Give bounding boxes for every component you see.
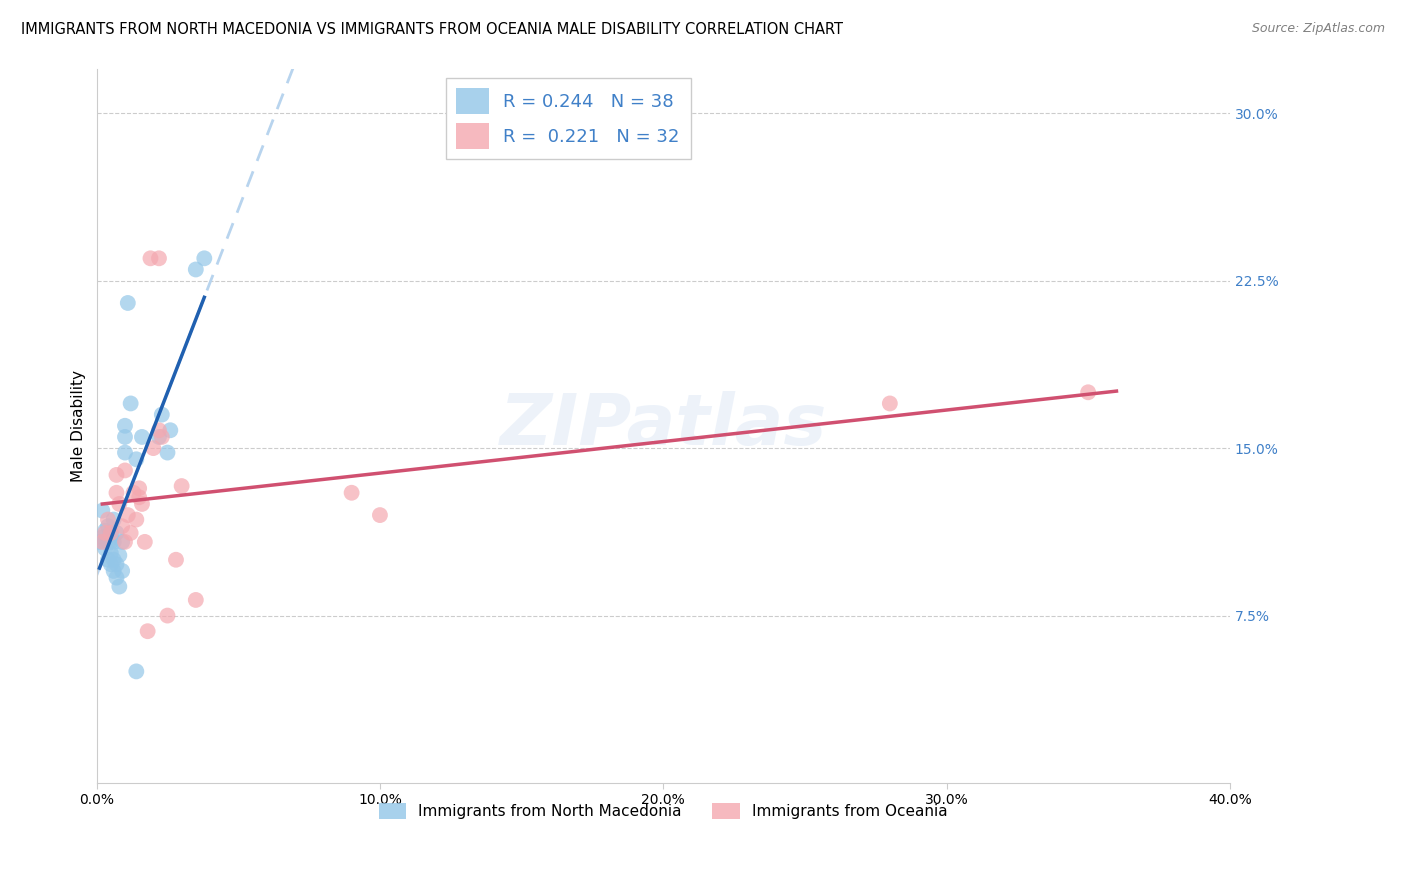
Point <box>108 497 131 511</box>
Point <box>131 497 153 511</box>
Point <box>100 525 122 540</box>
Point <box>128 490 150 504</box>
Point <box>139 252 162 266</box>
Point <box>100 534 122 549</box>
Point <box>91 503 114 517</box>
Text: IMMIGRANTS FROM NORTH MACEDONIA VS IMMIGRANTS FROM OCEANIA MALE DISABILITY CORRE: IMMIGRANTS FROM NORTH MACEDONIA VS IMMIG… <box>21 22 844 37</box>
Point <box>148 430 170 444</box>
Point <box>105 558 128 572</box>
Point <box>97 534 120 549</box>
Point <box>184 262 207 277</box>
Point <box>105 525 128 540</box>
Point <box>128 481 150 495</box>
Point <box>165 553 187 567</box>
Point <box>120 525 142 540</box>
Point <box>89 534 111 549</box>
Point <box>91 530 114 544</box>
Point <box>193 252 215 266</box>
Point <box>114 445 136 459</box>
Text: ZIPatlas: ZIPatlas <box>499 392 827 460</box>
Point <box>111 564 134 578</box>
Point <box>1077 385 1099 400</box>
Point <box>156 608 179 623</box>
Point <box>105 485 128 500</box>
Point <box>136 624 159 639</box>
Point <box>114 430 136 444</box>
Point <box>117 296 139 310</box>
Point <box>108 549 131 563</box>
Point <box>114 418 136 433</box>
Point <box>103 534 125 549</box>
Point <box>117 508 139 522</box>
Point <box>97 553 120 567</box>
Point <box>114 534 136 549</box>
Point <box>94 524 117 538</box>
Point <box>156 445 179 459</box>
Point <box>97 519 120 533</box>
Point <box>159 423 181 437</box>
Point <box>100 546 122 560</box>
Point <box>97 512 120 526</box>
Point <box>105 571 128 585</box>
Point <box>368 508 391 522</box>
Point <box>879 396 901 410</box>
Point <box>170 479 193 493</box>
Point <box>94 534 117 549</box>
Point <box>125 452 148 467</box>
Legend: Immigrants from North Macedonia, Immigrants from Oceania: Immigrants from North Macedonia, Immigra… <box>373 797 953 825</box>
Point <box>108 580 131 594</box>
Point <box>111 519 134 533</box>
Point <box>131 430 153 444</box>
Point <box>91 534 114 549</box>
Point <box>125 512 148 526</box>
Text: Source: ZipAtlas.com: Source: ZipAtlas.com <box>1251 22 1385 36</box>
Point <box>103 512 125 526</box>
Point <box>134 534 156 549</box>
Point <box>111 534 134 549</box>
Point <box>148 423 170 437</box>
Point <box>103 564 125 578</box>
Point <box>120 396 142 410</box>
Point <box>105 467 128 482</box>
Point <box>150 408 173 422</box>
Y-axis label: Male Disability: Male Disability <box>72 370 86 482</box>
Point <box>114 463 136 477</box>
Point <box>184 593 207 607</box>
Point <box>150 430 173 444</box>
Point <box>100 558 122 572</box>
Point <box>100 525 122 540</box>
Point <box>103 553 125 567</box>
Point <box>94 541 117 556</box>
Point <box>94 525 117 540</box>
Point <box>122 485 145 500</box>
Point <box>148 252 170 266</box>
Point <box>125 665 148 679</box>
Point <box>142 441 165 455</box>
Point <box>340 485 363 500</box>
